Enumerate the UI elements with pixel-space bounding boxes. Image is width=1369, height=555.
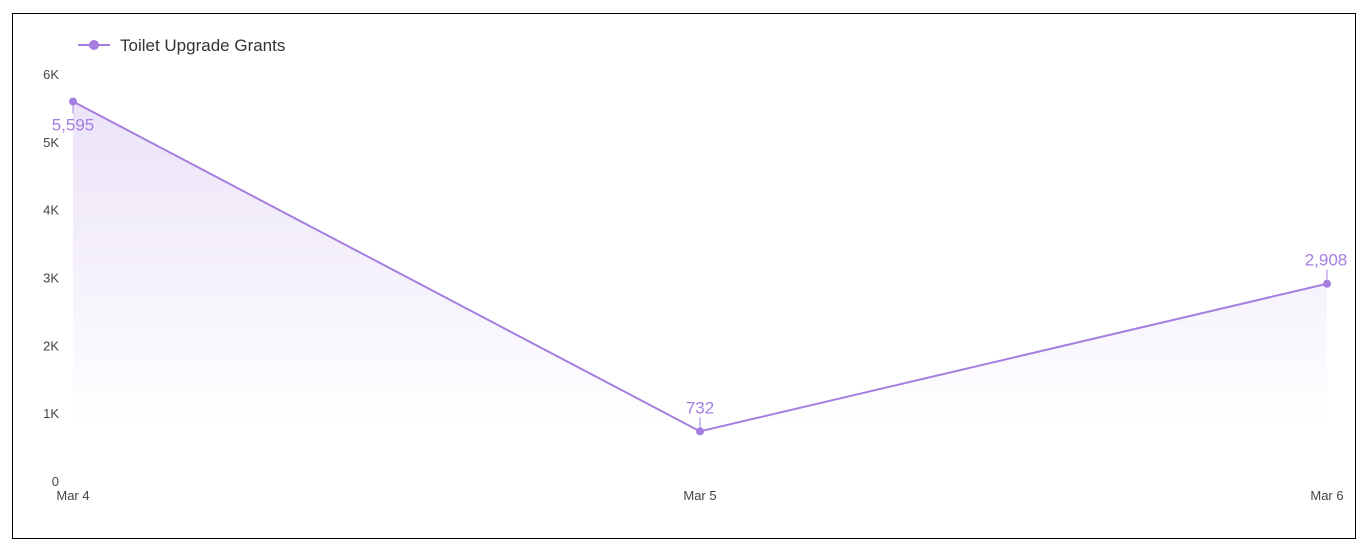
data-label: 2,908 xyxy=(1305,251,1348,270)
data-point[interactable] xyxy=(696,427,704,436)
series-area xyxy=(73,101,1327,432)
data-label: 732 xyxy=(686,398,714,417)
data-point[interactable] xyxy=(69,97,77,106)
y-tick-label: 3K xyxy=(43,271,59,286)
legend-marker-icon xyxy=(89,40,99,50)
data-label: 5,595 xyxy=(52,115,95,134)
data-point[interactable] xyxy=(1323,279,1331,288)
y-tick-label: 0 xyxy=(52,474,59,489)
y-tick-label: 2K xyxy=(43,338,59,353)
legend[interactable]: Toilet Upgrade Grants xyxy=(78,36,285,55)
x-axis: Mar 4 Mar 5 Mar 6 xyxy=(56,488,1343,503)
y-tick-label: 5K xyxy=(43,135,59,150)
series-points xyxy=(69,97,1331,436)
legend-label: Toilet Upgrade Grants xyxy=(120,36,285,55)
y-tick-label: 4K xyxy=(43,203,59,218)
x-tick-label: Mar 6 xyxy=(1310,488,1343,503)
y-tick-label: 1K xyxy=(43,406,59,421)
x-tick-label: Mar 4 xyxy=(56,488,89,503)
data-labels: 5,595 732 2,908 xyxy=(52,105,1348,428)
y-tick-label: 6K xyxy=(43,67,59,82)
y-axis: 0 1K 2K 3K 4K 5K 6K xyxy=(43,67,59,489)
x-tick-label: Mar 5 xyxy=(683,488,716,503)
